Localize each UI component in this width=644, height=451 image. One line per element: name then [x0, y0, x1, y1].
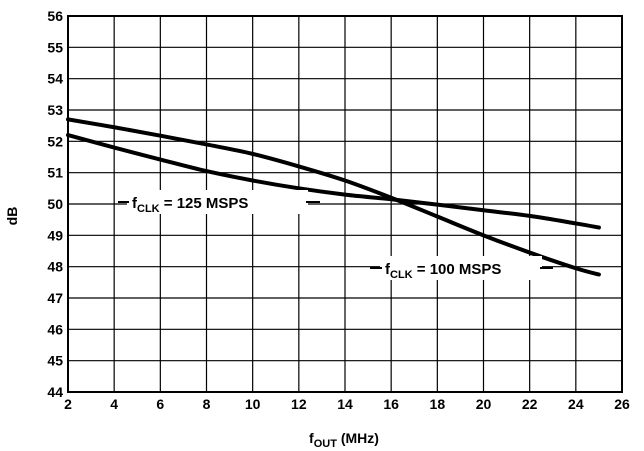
y-tick-label: 51	[47, 165, 63, 181]
x-tick-label: 16	[383, 396, 399, 412]
x-tick-label: 24	[568, 396, 584, 412]
x-tick-labels: 2 4 6 8 10 12 14 16 18 20 22 24 26	[64, 396, 630, 412]
annotation-fclk-125-msps: fCLK = 125 MSPS	[118, 190, 320, 215]
x-tick-label: 2	[64, 396, 72, 412]
annotation-rest: = 125 MSPS	[160, 195, 249, 212]
y-tick-label: 53	[47, 102, 63, 118]
annotation-rest: = 100 MSPS	[413, 261, 502, 278]
annotation-main: f	[385, 261, 391, 278]
annotation-subscript: CLK	[137, 203, 160, 215]
y-tick-label: 48	[47, 259, 63, 275]
series-line-fclk-100-msps	[66, 117, 601, 277]
annotation-main: f	[132, 195, 138, 212]
y-tick-label: 52	[47, 133, 63, 149]
x-tick-label: 6	[156, 396, 164, 412]
y-tick-label: 44	[47, 384, 63, 400]
y-tick-labels: 44 45 46 47 48 49 50 51 52 53 54 55 56	[47, 8, 63, 400]
x-tick-label: 22	[522, 396, 538, 412]
y-axis-title: dB	[4, 207, 20, 226]
x-tick-label: 12	[291, 396, 307, 412]
x-tick-label: 8	[203, 396, 211, 412]
x-tick-label: 4	[110, 396, 118, 412]
annotation-label: fCLK = 125 MSPS	[132, 195, 248, 215]
y-tick-label: 46	[47, 321, 63, 337]
y-tick-label: 45	[47, 353, 63, 369]
y-tick-label: 56	[47, 8, 63, 24]
y-tick-label: 55	[47, 39, 63, 55]
x-tick-label: 14	[337, 396, 353, 412]
x-axis-title-unit: (MHz)	[337, 430, 379, 446]
y-tick-label: 54	[47, 71, 63, 87]
plot-series	[66, 117, 601, 277]
y-tick-label: 49	[47, 227, 63, 243]
x-axis-title-main: f	[309, 430, 314, 446]
series-line-fclk-125-msps	[66, 133, 601, 230]
y-tick-label: 50	[47, 196, 63, 212]
annotation-background	[380, 256, 542, 280]
annotation-background	[127, 190, 308, 214]
x-axis-title: fOUT (MHz)	[309, 430, 379, 450]
annotation-fclk-100-msps: fCLK = 100 MSPS	[370, 256, 553, 281]
x-tick-label: 18	[430, 396, 446, 412]
annotation-label: fCLK = 100 MSPS	[385, 261, 501, 281]
x-tick-label: 26	[614, 396, 630, 412]
x-axis-title-subscript: OUT	[314, 438, 338, 450]
y-tick-label: 47	[47, 290, 63, 306]
x-tick-label: 10	[245, 396, 261, 412]
x-tick-label: 20	[476, 396, 492, 412]
annotation-subscript: CLK	[390, 269, 413, 281]
plot-frame	[67, 15, 623, 393]
